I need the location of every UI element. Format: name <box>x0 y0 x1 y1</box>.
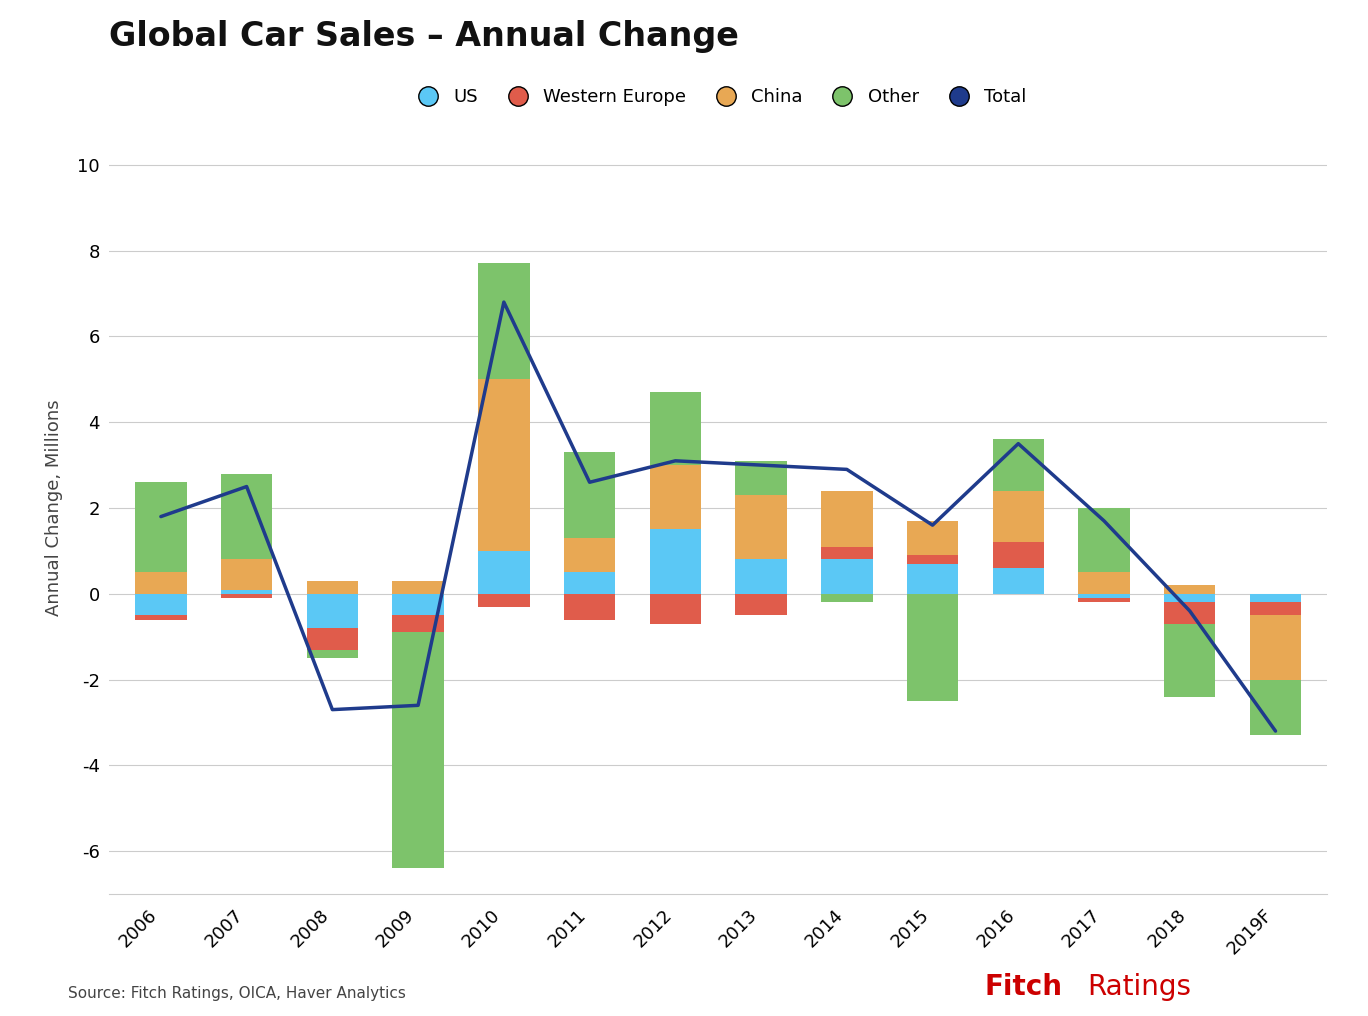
Bar <box>821 593 873 602</box>
Bar <box>907 564 958 593</box>
Bar <box>1250 680 1301 736</box>
Bar <box>993 568 1044 593</box>
Bar <box>479 593 529 607</box>
Bar <box>993 491 1044 543</box>
Bar <box>393 593 443 616</box>
Y-axis label: Annual Change, Millions: Annual Change, Millions <box>45 399 63 617</box>
Bar <box>907 555 958 564</box>
Bar <box>564 452 616 538</box>
Bar <box>393 581 443 593</box>
Bar <box>1164 624 1216 697</box>
Bar <box>650 593 700 624</box>
Text: Ratings: Ratings <box>1088 972 1192 1001</box>
Bar <box>564 538 616 572</box>
Text: Global Car Sales – Annual Change: Global Car Sales – Annual Change <box>109 19 739 53</box>
Bar <box>993 543 1044 568</box>
Bar <box>393 616 443 632</box>
Bar <box>821 491 873 547</box>
Bar <box>220 589 272 593</box>
Text: Source: Fitch Ratings, OICA, Haver Analytics: Source: Fitch Ratings, OICA, Haver Analy… <box>68 986 406 1001</box>
Bar <box>220 560 272 589</box>
Bar <box>306 593 358 628</box>
Bar <box>1078 508 1130 572</box>
Bar <box>135 483 186 572</box>
Bar <box>220 593 272 598</box>
Bar <box>479 379 529 551</box>
Bar <box>564 572 616 593</box>
Bar <box>650 392 700 465</box>
Bar <box>135 572 186 593</box>
Bar <box>135 616 186 620</box>
Text: Fitch: Fitch <box>985 972 1063 1001</box>
Bar <box>736 560 787 593</box>
Bar <box>1250 593 1301 602</box>
Bar <box>135 593 186 616</box>
Bar <box>821 560 873 593</box>
Bar <box>1250 616 1301 680</box>
Bar <box>306 628 358 649</box>
Bar <box>479 263 529 379</box>
Bar <box>736 593 787 616</box>
Bar <box>220 473 272 560</box>
Bar <box>650 529 700 593</box>
Bar <box>1078 593 1130 598</box>
Bar <box>993 439 1044 491</box>
Bar <box>736 495 787 560</box>
Bar <box>907 593 958 701</box>
Bar <box>306 649 358 658</box>
Legend: US, Western Europe, China, Other, Total: US, Western Europe, China, Other, Total <box>404 80 1033 113</box>
Bar <box>479 551 529 593</box>
Bar <box>564 593 616 620</box>
Bar <box>306 581 358 593</box>
Bar <box>821 547 873 560</box>
Bar <box>1078 572 1130 593</box>
Bar <box>1164 602 1216 624</box>
Bar <box>650 465 700 529</box>
Bar <box>1078 598 1130 602</box>
Bar <box>1164 593 1216 602</box>
Bar <box>393 632 443 869</box>
Bar <box>907 521 958 555</box>
Bar <box>1164 585 1216 593</box>
Bar <box>1250 602 1301 616</box>
Bar <box>736 461 787 495</box>
